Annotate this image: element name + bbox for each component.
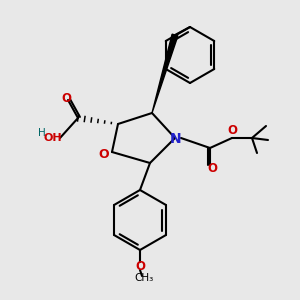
Text: O: O [135,260,145,272]
Text: OH: OH [44,133,62,143]
Text: N: N [170,132,182,146]
Text: O: O [99,148,109,160]
Polygon shape [152,34,178,113]
Text: H: H [38,128,46,138]
Text: CH₃: CH₃ [134,273,154,283]
Text: O: O [227,124,237,137]
Text: O: O [61,92,71,106]
Text: O: O [207,163,217,176]
